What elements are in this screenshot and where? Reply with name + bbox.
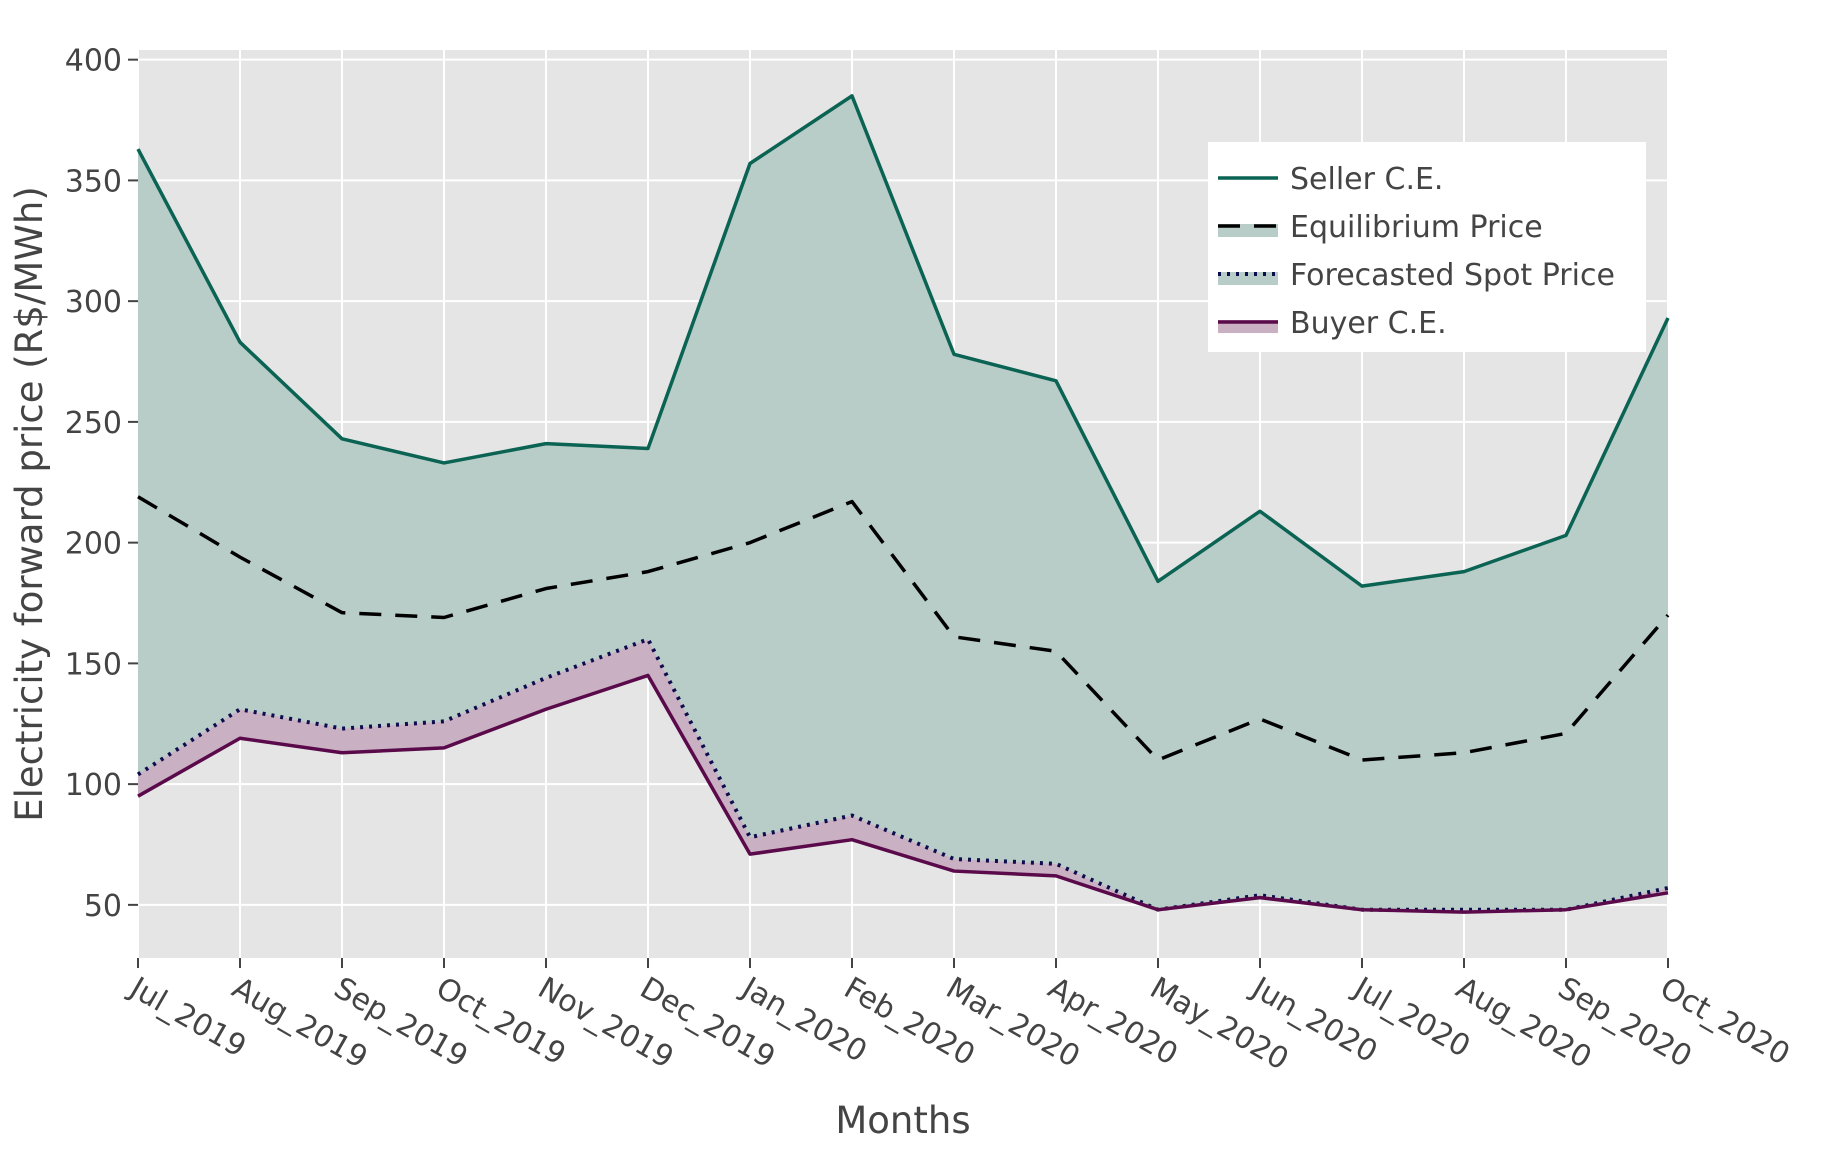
y-tick-label: 250 [65, 406, 122, 441]
y-tick-label: 200 [65, 527, 122, 562]
y-tick-label: 400 [65, 44, 122, 79]
y-tick-label: 50 [84, 889, 122, 924]
seller-area-fill [138, 95, 1668, 910]
y-axis-title: Electricity forward price (R$/MWh) [8, 186, 51, 822]
buyer-c-e-legend-label: Buyer C.E. [1290, 306, 1447, 341]
legend: Seller C.E. Equilibrium Price Forecasted S… [1208, 142, 1646, 352]
equilibrium-price-line [137, 495, 1670, 762]
y-tick-label: 350 [65, 164, 122, 199]
forecasted-spot-price-legend-label: Forecasted Spot Price [1290, 258, 1615, 293]
x-axis-title: Months [835, 1099, 970, 1142]
buyer-c-e-line [137, 673, 1669, 914]
buyer-area-fill [138, 639, 1668, 913]
equilibrium-price-legend-label: Equilibrium Price [1290, 210, 1543, 245]
area-fills [138, 95, 1668, 913]
seller-c-e-line [136, 94, 1670, 588]
legend-box [1208, 142, 1646, 352]
seller-c-e-legend-label: Seller C.E. [1290, 162, 1443, 197]
forecasted-spot-price-line [136, 637, 1669, 912]
y-tick-label: 300 [65, 285, 122, 320]
y-tick-label: 100 [65, 768, 122, 803]
y-tick-label: 150 [65, 647, 122, 682]
x-tick-label: Jul_2019 [122, 970, 252, 1065]
series-lines [136, 94, 1670, 914]
